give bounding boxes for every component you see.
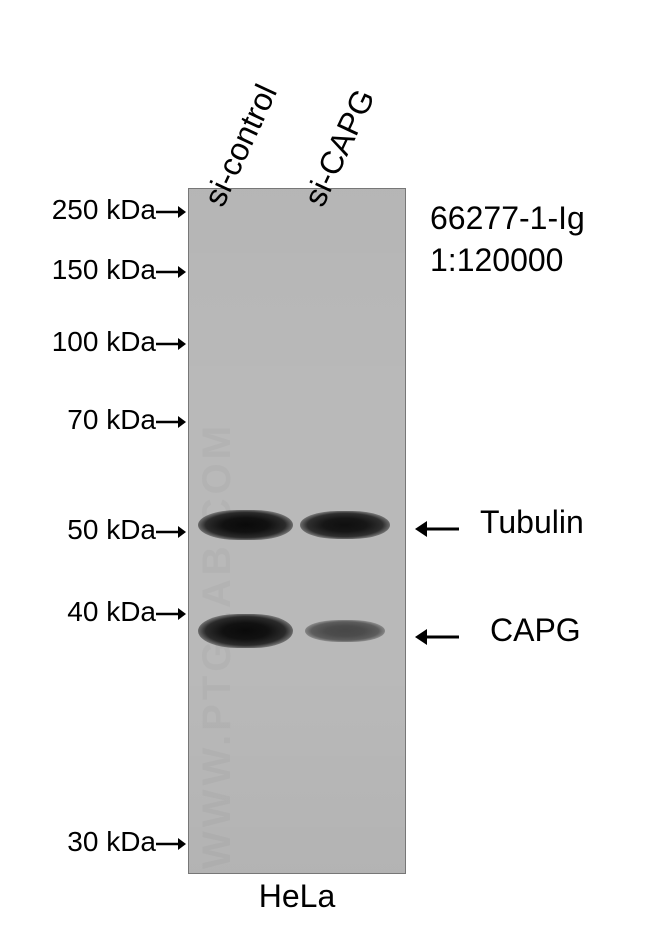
mw-marker-150: 150 kDa — [26, 254, 186, 286]
arrow-right-icon — [156, 836, 186, 852]
mw-marker-50: 50 kDa — [42, 514, 186, 546]
band-capg-lane2 — [305, 620, 385, 642]
mw-marker-40: 40 kDa — [42, 596, 186, 628]
arrow-right-icon — [156, 204, 186, 220]
arrow-right-icon — [156, 414, 186, 430]
arrow-right-icon — [156, 336, 186, 352]
mw-marker-label: 100 kDa — [52, 326, 156, 357]
arrow-right-icon — [156, 606, 186, 622]
antibody-dilution: 1:120000 — [430, 242, 563, 278]
band-capg-lane1 — [198, 614, 293, 648]
band-label-capg: CAPG — [490, 612, 581, 649]
arrow-left-icon — [415, 618, 459, 655]
antibody-catalog: 66277-1-Ig — [430, 200, 585, 236]
mw-marker-label: 50 kDa — [67, 514, 156, 545]
mw-marker-30: 30 kDa — [42, 826, 186, 858]
mw-marker-100: 100 kDa — [26, 326, 186, 358]
arrow-right-icon — [156, 524, 186, 540]
mw-marker-label: 250 kDa — [52, 194, 156, 225]
band-tubulin-lane1 — [198, 510, 293, 540]
arrow-left-icon — [415, 510, 459, 547]
mw-marker-label: 70 kDa — [67, 404, 156, 435]
arrow-right-icon — [156, 264, 186, 280]
band-label-tubulin: Tubulin — [480, 504, 584, 541]
antibody-info: 66277-1-Ig 1:120000 — [430, 198, 585, 281]
mw-marker-250: 250 kDa — [26, 194, 186, 226]
band-tubulin-lane2 — [300, 511, 390, 539]
mw-marker-label: 30 kDa — [67, 826, 156, 857]
mw-marker-label: 150 kDa — [52, 254, 156, 285]
sample-label: HeLa — [188, 878, 406, 915]
mw-marker-70: 70 kDa — [42, 404, 186, 436]
mw-marker-label: 40 kDa — [67, 596, 156, 627]
figure-container: WWW.PTGLAB.COM si-control si-CAPG 66277-… — [0, 0, 650, 929]
